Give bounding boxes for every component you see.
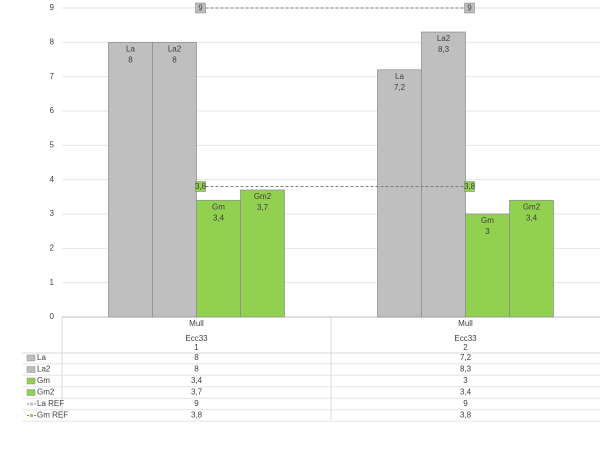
y-tick-label: 3 [50, 209, 55, 218]
ref-marker [195, 2, 206, 14]
table-cell: 9 [194, 399, 199, 408]
table-cell: 3,8 [460, 411, 472, 420]
legend-key [30, 402, 33, 406]
bar [240, 189, 285, 318]
data-label-name: Gm2 [523, 202, 541, 211]
y-tick-label: 5 [50, 140, 55, 149]
y-tick-label: 2 [50, 243, 55, 252]
data-label-name: Gm [481, 216, 494, 225]
legend-label: Gm REF [37, 411, 68, 420]
table-cell: 8,3 [460, 365, 472, 374]
data-label: 3,4 [213, 213, 225, 222]
bar [108, 41, 153, 318]
table-cell: 3 [463, 376, 468, 385]
table-cell: 9 [463, 399, 468, 408]
y-tick-label: 6 [50, 106, 55, 115]
legend-label: La REF [37, 399, 64, 408]
legend-key [26, 366, 36, 373]
ref-marker [464, 2, 475, 14]
table-cell: 8 [194, 353, 199, 362]
data-label-name: La [126, 44, 135, 53]
data-label: 3,4 [526, 213, 538, 222]
data-label: 7,2 [394, 83, 406, 92]
data-label: 3,8 [464, 182, 476, 191]
data-label-name: Gm [212, 202, 225, 211]
y-tick-label: 9 [50, 3, 55, 12]
y-tick-label: 7 [50, 72, 55, 81]
y-tick-label: 0 [50, 312, 55, 321]
bar [421, 31, 466, 318]
legend-key [26, 389, 36, 396]
ref-marker [195, 181, 206, 192]
y-tick-label: 1 [50, 278, 55, 287]
legend-key [26, 354, 36, 362]
data-label: 9 [198, 4, 203, 13]
table-cell: 3,4 [460, 388, 472, 397]
table-cell: 7,2 [460, 353, 472, 362]
table-cell: 3,4 [191, 376, 203, 385]
legend-label: Gm [37, 376, 50, 385]
data-label: 3 [485, 227, 490, 236]
bar [152, 41, 197, 318]
category-label: Ecc33 [454, 334, 477, 343]
legend-label: La [37, 353, 46, 362]
bar [509, 199, 554, 318]
table-cell: 8 [194, 365, 199, 374]
legend-key [26, 377, 36, 385]
bar [465, 213, 510, 318]
category-label: Mull [189, 319, 204, 328]
ref-marker [464, 181, 475, 192]
legend-key [30, 414, 33, 417]
data-label: 8,3 [438, 45, 450, 54]
bar [377, 69, 422, 318]
category-label: 1 [194, 343, 199, 352]
y-tick-label: 4 [50, 175, 55, 184]
data-label-name: La [395, 72, 404, 81]
y-tick-label: 8 [50, 37, 55, 46]
data-label: 8 [172, 55, 177, 64]
data-label-name: Gm2 [254, 192, 272, 201]
category-label: 2 [463, 343, 468, 352]
table-cell: 3,7 [191, 388, 203, 397]
data-label: 9 [467, 4, 472, 13]
legend-label: La2 [37, 365, 51, 374]
data-label: 8 [128, 55, 133, 64]
category-label: Mull [458, 319, 473, 328]
data-label-name: La2 [437, 34, 451, 43]
legend-label: Gm2 [37, 388, 55, 397]
data-label: 3,7 [257, 203, 269, 212]
category-label: Ecc33 [185, 334, 208, 343]
data-label: 3,8 [195, 182, 207, 191]
table-cell: 3,8 [191, 411, 203, 420]
data-label-name: La2 [168, 44, 182, 53]
